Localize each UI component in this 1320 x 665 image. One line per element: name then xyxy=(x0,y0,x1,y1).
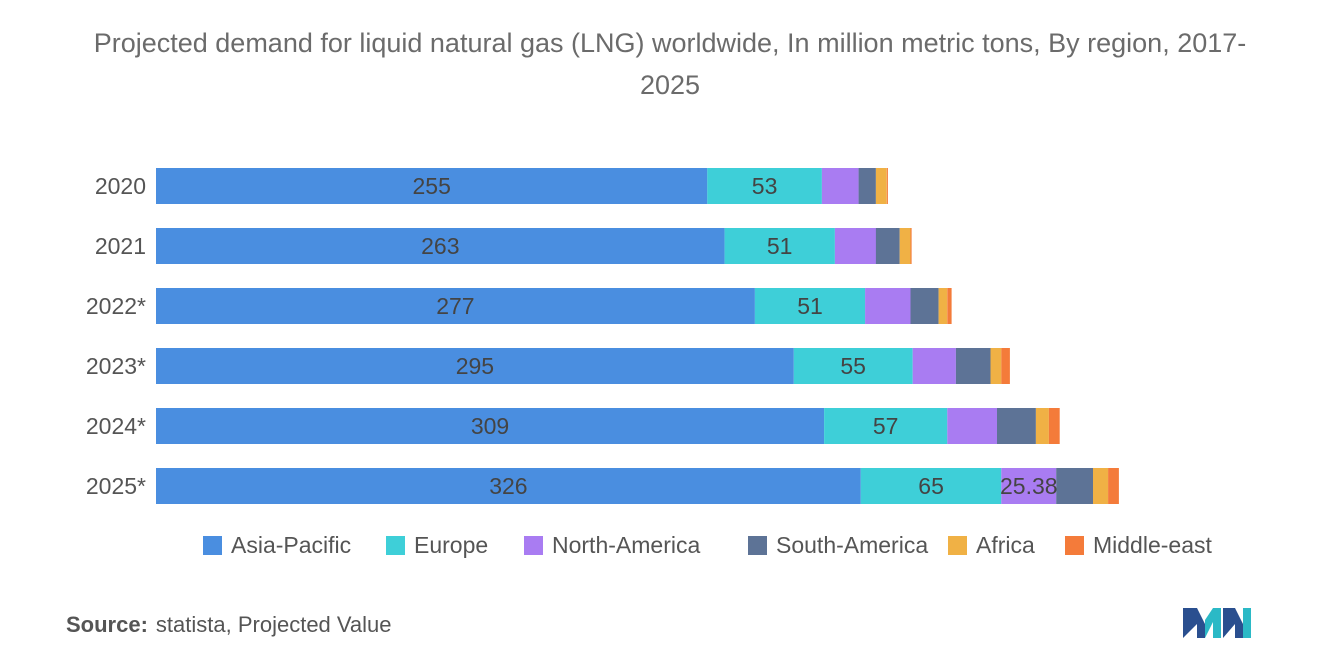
bar-segment xyxy=(1093,468,1109,504)
bar-segment xyxy=(1035,408,1049,444)
bar-segment xyxy=(156,228,725,264)
data-label: 277 xyxy=(436,293,474,319)
bar-segment xyxy=(707,168,822,204)
bar-segment xyxy=(886,168,888,204)
bar-segment xyxy=(1001,468,1057,504)
bar-segment xyxy=(910,288,939,324)
bar-segment xyxy=(724,228,835,264)
legend-label: Asia-Pacific xyxy=(231,532,351,558)
bar-segment xyxy=(1048,408,1060,444)
data-label: 51 xyxy=(797,293,823,319)
bar-segment xyxy=(793,348,913,384)
source-label: Source: xyxy=(66,612,148,637)
bar-area xyxy=(156,168,1119,504)
bar-segment xyxy=(947,288,952,324)
bar-segment xyxy=(156,288,755,324)
bar-segment xyxy=(865,288,911,324)
legend-swatch xyxy=(948,536,967,555)
bar-segment xyxy=(1001,348,1010,384)
legend-label: South-America xyxy=(776,532,928,558)
legend-item: South-America xyxy=(748,532,928,558)
legend-label: North-America xyxy=(552,532,700,558)
brand-logo xyxy=(1183,608,1251,638)
bar-segment xyxy=(875,228,900,264)
bar-segment xyxy=(912,348,956,384)
data-label: 57 xyxy=(873,413,899,439)
data-label: 309 xyxy=(471,413,509,439)
legend-label: Europe xyxy=(414,532,488,558)
bar-segment xyxy=(955,348,991,384)
bar-segment xyxy=(899,228,911,264)
bar-segment xyxy=(824,408,948,444)
category-label: 2022* xyxy=(86,293,146,319)
category-label: 2021 xyxy=(95,233,146,259)
legend-swatch xyxy=(524,536,543,555)
data-label: 51 xyxy=(767,233,793,259)
legend-item: Europe xyxy=(386,532,488,558)
chart-title: Projected demand for liquid natural gas … xyxy=(93,28,1247,100)
source-text: statista, Projected Value xyxy=(155,612,392,637)
bar-segment xyxy=(156,348,794,384)
category-label: 2023* xyxy=(86,353,146,379)
bar-segment xyxy=(156,468,861,504)
legend-swatch xyxy=(203,536,222,555)
bar-segment xyxy=(858,168,876,204)
data-label: 55 xyxy=(840,353,866,379)
legend-swatch xyxy=(386,536,405,555)
legend-item: Asia-Pacific xyxy=(203,532,351,558)
source-note: Source: statista, Projected Value xyxy=(66,612,392,638)
legend-swatch xyxy=(748,536,767,555)
category-label: 2020 xyxy=(95,173,146,199)
bar-segment xyxy=(754,288,866,324)
legend-label: Middle-east xyxy=(1093,532,1212,558)
bar-segment xyxy=(910,228,912,264)
data-label: 263 xyxy=(421,233,459,259)
bar-segment xyxy=(156,168,708,204)
legend-item: Middle-east xyxy=(1065,532,1212,558)
category-axis: 2020 2021 2022* 2023* 2024* 2025* xyxy=(86,173,146,499)
data-label: 65 xyxy=(918,473,944,499)
bar-segment xyxy=(821,168,859,204)
bar-segment xyxy=(156,408,825,444)
data-label: 53 xyxy=(752,173,778,199)
bar-segment xyxy=(1108,468,1119,504)
bar-segment xyxy=(834,228,876,264)
legend: Asia-Pacific Europe North-America South-Ame… xyxy=(203,532,1212,558)
data-label: 255 xyxy=(413,173,451,199)
bar-segment xyxy=(860,468,1002,504)
bar-segment xyxy=(1056,468,1093,504)
legend-swatch xyxy=(1065,536,1084,555)
legend-item: North-America xyxy=(524,532,700,558)
legend-label: Africa xyxy=(976,532,1035,558)
bar-segment xyxy=(938,288,948,324)
data-label: 295 xyxy=(456,353,494,379)
category-label: 2024* xyxy=(86,413,146,439)
category-label: 2025* xyxy=(86,473,146,499)
bar-segment xyxy=(997,408,1036,444)
data-label: 326 xyxy=(489,473,527,499)
data-label: 25.38 xyxy=(1000,473,1058,499)
bar-segment xyxy=(990,348,1002,384)
data-labels: 255 53 263 51 277 51 295 55 309 57 326 65 25.38 xyxy=(413,173,1058,499)
legend-item: Africa xyxy=(948,532,1035,558)
bar-segment xyxy=(875,168,887,204)
bar-segment xyxy=(947,408,997,444)
